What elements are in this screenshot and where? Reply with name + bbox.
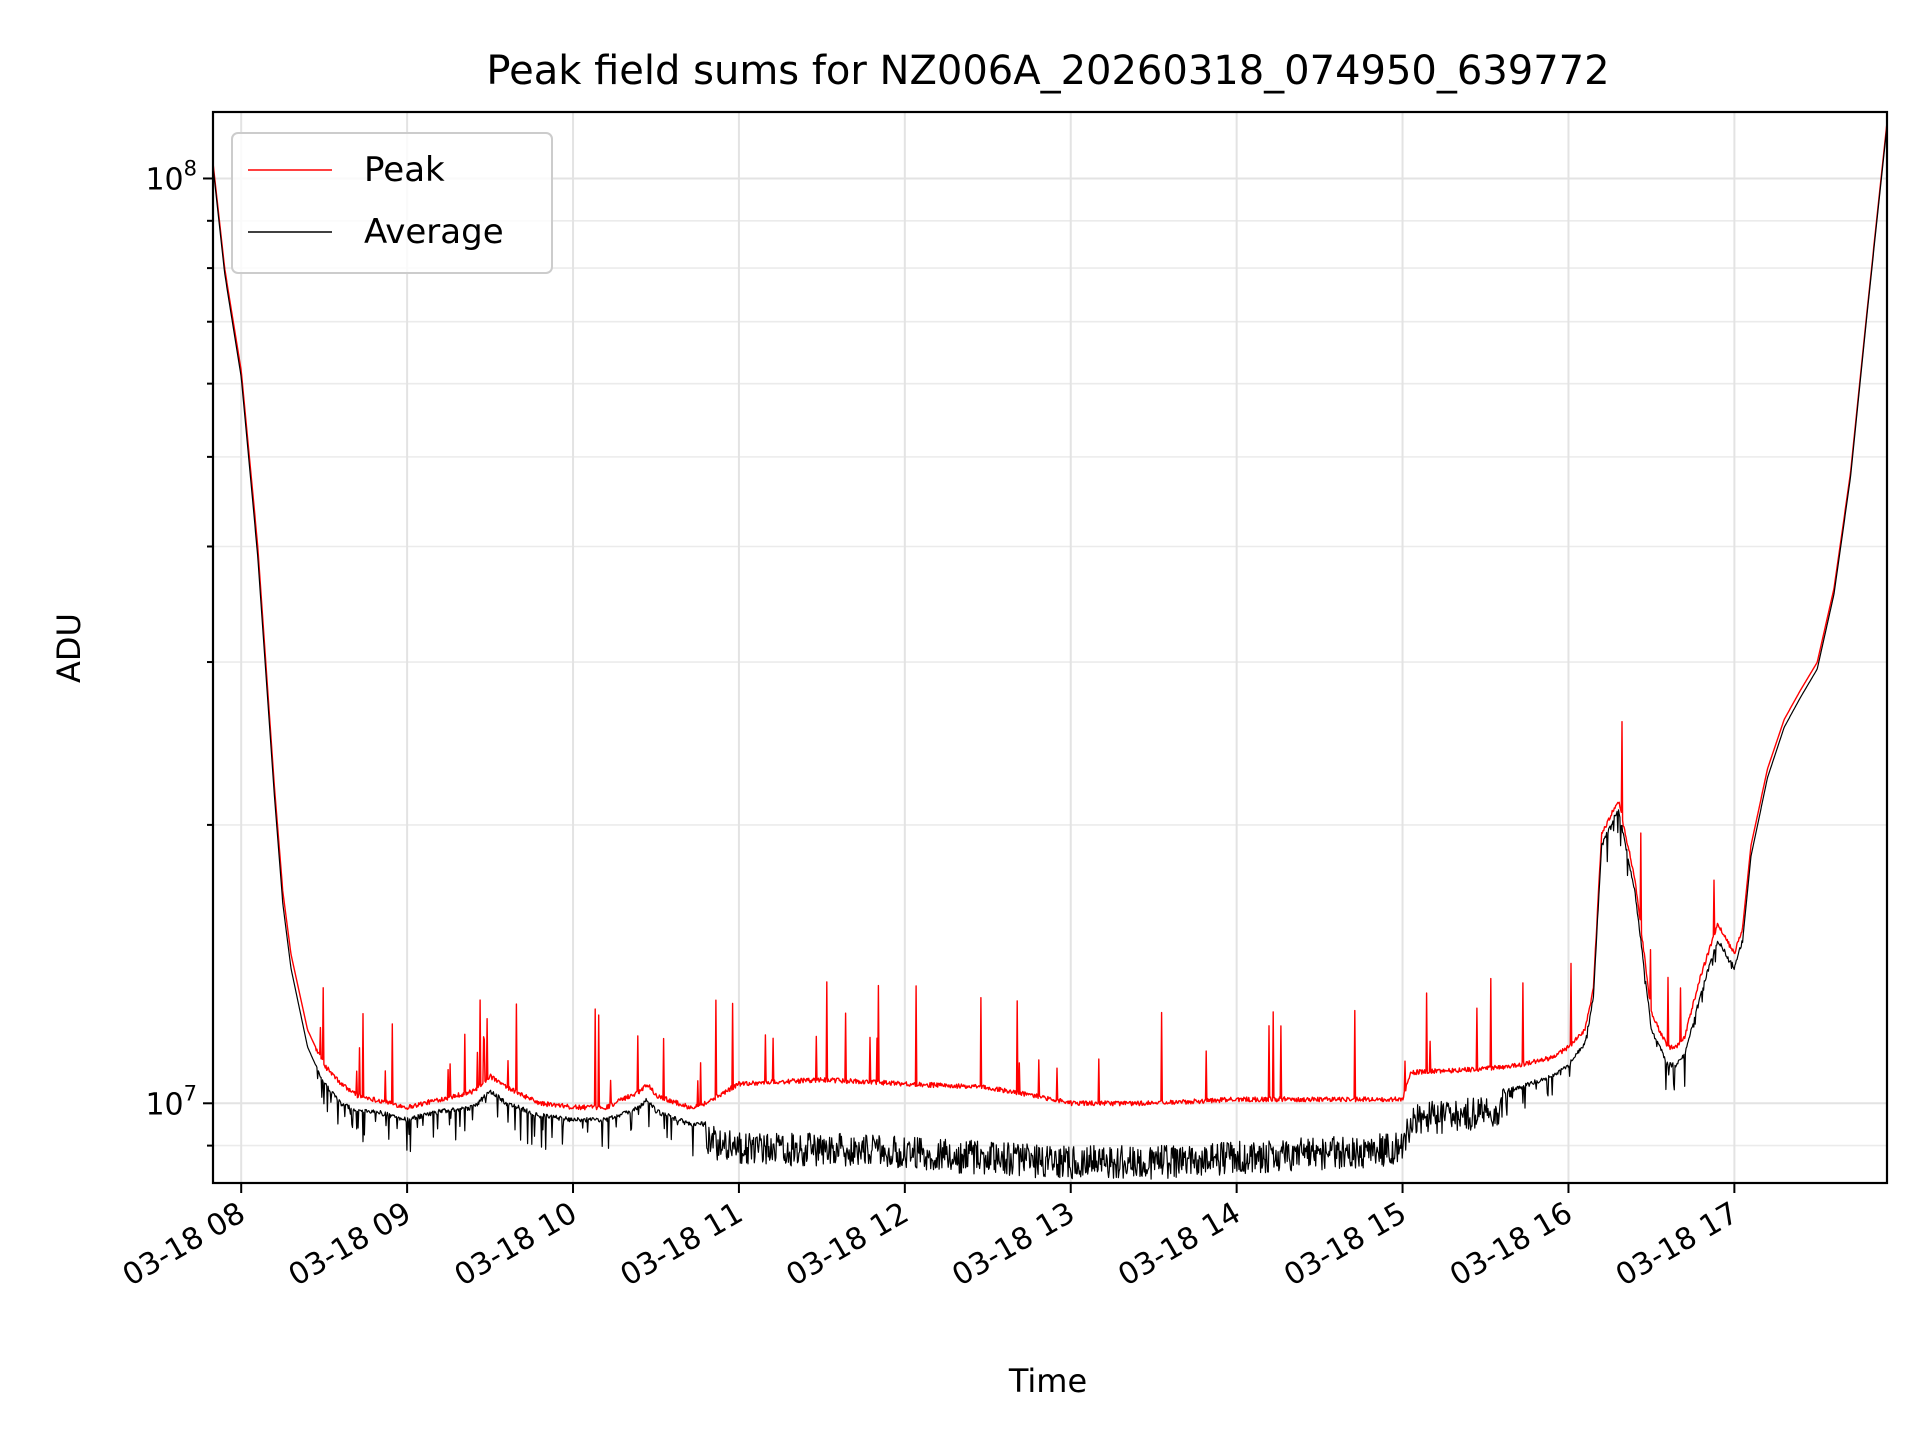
legend: Peak Average	[231, 132, 553, 274]
chart-title: Peak field sums for NZ006A_20260318_0749…	[486, 48, 1609, 94]
plot-area: 107 108 03-18 08 03-18 09 03-18 10 03-18 11 03…	[117, 110, 1889, 1293]
x-axis-label: Time	[1008, 1362, 1087, 1400]
x-tick-label: 03-18 08	[117, 1196, 251, 1294]
plot-frame	[211, 110, 1889, 1185]
legend-label-average: Average	[364, 212, 504, 252]
x-tick-label: 03-18 16	[1444, 1196, 1578, 1294]
x-tick-label: 03-18 09	[283, 1196, 417, 1294]
y-tick-label: 107	[145, 1081, 197, 1122]
x-tick-label: 03-18 14	[1112, 1196, 1246, 1294]
x-tick-label: 03-18 11	[615, 1196, 749, 1294]
x-tick-label: 03-18 13	[946, 1196, 1080, 1294]
x-tick-label: 03-18 17	[1610, 1196, 1744, 1294]
series-line-peak	[212, 122, 1888, 1111]
tick-layer: 107 108 03-18 08 03-18 09 03-18 10 03-18 11 03…	[117, 156, 1744, 1293]
y-axis-label: ADU	[50, 613, 88, 683]
series-line-average	[212, 125, 1888, 1180]
x-tick-label: 03-18 15	[1278, 1196, 1412, 1294]
legend-label-peak: Peak	[364, 150, 445, 190]
y-tick-label: 108	[145, 156, 197, 197]
x-tick-label: 03-18 10	[449, 1196, 583, 1294]
legend-box	[231, 132, 553, 274]
series-layer	[212, 122, 1888, 1180]
x-tick-label: 03-18 12	[781, 1196, 915, 1294]
